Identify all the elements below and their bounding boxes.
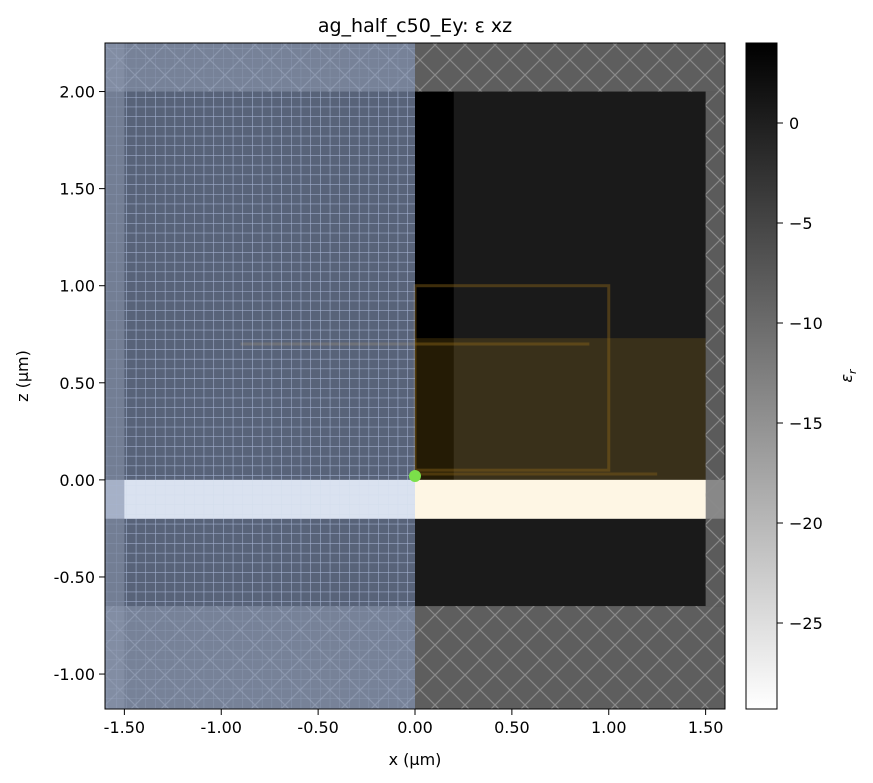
symmetry-half-grid-outer (105, 43, 415, 709)
colorbar-label: εr (837, 368, 859, 383)
y-tick-label: 0.50 (59, 374, 95, 393)
plot-area (105, 43, 725, 709)
colorbar-axis: 0 −5 −10 −15 −20 −25 (777, 114, 823, 633)
x-tick-label: 0.50 (494, 718, 530, 737)
y-axis-label: z (μm) (13, 350, 32, 402)
source-band (415, 479, 706, 519)
x-tick-label: 1.00 (591, 718, 627, 737)
y-tick-label: -0.50 (54, 568, 95, 587)
colorbar-tick-label: −25 (789, 614, 823, 633)
x-tick-label: -1.50 (104, 718, 145, 737)
colorbar-tick-label: 0 (789, 114, 799, 133)
pml-right-hatch (705, 91, 725, 607)
source-region (415, 338, 706, 480)
y-tick-label: 2.00 (59, 83, 95, 102)
y-tick-label: 1.50 (59, 180, 95, 199)
y-tick-label: 0.00 (59, 471, 95, 490)
colorbar-tick-label: −5 (789, 214, 813, 233)
x-axis: -1.50 -1.00 -0.50 0.00 0.50 1.00 1.50 (104, 709, 724, 737)
x-tick-label: -0.50 (297, 718, 338, 737)
y-axis: -1.00 -0.50 0.00 0.50 1.00 1.50 2.00 (54, 83, 105, 684)
y-tick-label: -1.00 (54, 665, 95, 684)
x-axis-label: x (μm) (389, 750, 442, 769)
symmetry-film (124, 479, 415, 519)
colorbar (745, 42, 778, 710)
x-tick-label: -1.00 (201, 718, 242, 737)
y-tick-label: 1.00 (59, 277, 95, 296)
colorbar-tick-label: −15 (789, 414, 823, 433)
colorbar-tick-label: −10 (789, 314, 823, 333)
x-tick-label: 0.00 (397, 718, 433, 737)
colorbar-tick-label: −20 (789, 514, 823, 533)
x-tick-label: 1.50 (688, 718, 724, 737)
chart-title: ag_half_c50_Ey: ε xz (318, 15, 512, 37)
region-upper-dark (415, 91, 454, 480)
source-point (409, 469, 421, 482)
